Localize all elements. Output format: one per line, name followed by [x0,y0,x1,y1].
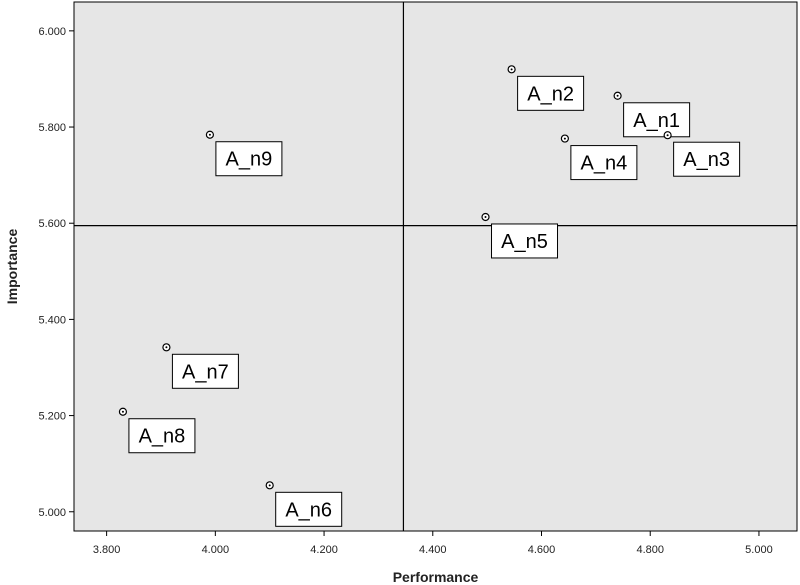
point-marker-center [616,94,619,97]
point-marker-center [666,134,669,137]
point-label-box [275,491,343,527]
point-label: A_n4 [581,153,628,175]
point-label-box [491,223,559,259]
x-tick-label: 4.400 [419,544,447,556]
y-tick-label: 5.200 [38,411,66,423]
data-points: A_n1 A_n2 A_n3 A_n4 A_n5 A_n6 A_n7 A_n8 A_n9 [118,65,741,527]
data-point-a-n6: A_n6 [265,481,343,527]
point-marker-center [484,215,487,218]
point-label-box [673,141,741,177]
point-label: A_n3 [683,149,730,171]
point-marker-center [510,68,513,71]
x-tick-label: 5.000 [745,544,773,556]
x-tick-label: 4.800 [636,544,664,556]
point-label: A_n7 [182,361,229,383]
point-marker-center [121,410,124,413]
point-label-box [215,141,283,177]
data-point-a-n8: A_n8 [118,407,196,454]
y-tick-label: 6.000 [38,26,66,38]
point-label: A_n8 [139,426,186,448]
data-point-a-n5: A_n5 [481,212,559,259]
x-tick-label: 4.000 [202,544,230,556]
data-point-a-n3: A_n3 [663,131,741,177]
y-axis: 5.000 5.200 5.400 5.600 5.800 6.000 [38,26,74,519]
data-point-a-n2: A_n2 [507,65,585,111]
y-axis-title: Importance [4,229,20,305]
point-label: A_n5 [501,231,548,253]
reference-lines [74,2,797,531]
data-point-a-n9: A_n9 [205,130,283,177]
point-label: A_n2 [527,83,574,105]
data-point-a-n1: A_n1 [613,91,691,138]
x-tick-label: 4.200 [310,544,338,556]
y-tick-label: 5.600 [38,218,66,230]
y-tick-label: 5.400 [38,314,66,326]
x-axis-title: Performance [393,569,479,585]
point-marker-center [208,133,211,136]
point-marker-center [268,484,271,487]
point-label-box [128,418,196,454]
point-label-box [171,353,239,389]
point-label-box [517,75,585,111]
y-tick-label: 5.800 [38,122,66,134]
y-tick-label: 5.000 [38,507,66,519]
point-label-box [623,102,691,138]
point-marker-center [165,346,168,349]
point-label: A_n6 [285,499,332,521]
point-label: A_n9 [226,149,273,171]
x-tick-label: 4.600 [528,544,556,556]
x-axis: 3.800 4.000 4.200 4.400 4.600 4.800 5.000 [93,531,773,556]
point-marker-center [563,137,566,140]
data-point-a-n4: A_n4 [560,134,638,181]
data-point-a-n7: A_n7 [162,343,239,389]
x-tick-label: 3.800 [93,544,121,556]
point-label: A_n1 [633,110,680,132]
point-label-box [570,145,638,181]
